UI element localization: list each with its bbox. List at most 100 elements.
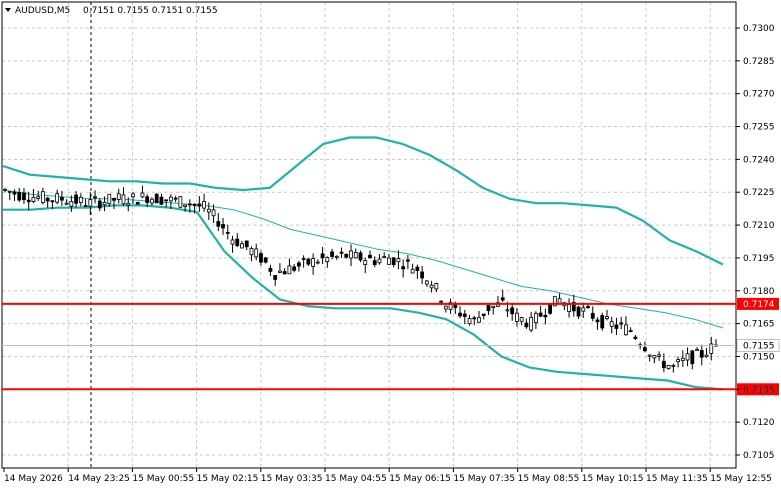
candle (666, 364, 671, 370)
candle (363, 257, 368, 274)
candle (64, 199, 69, 206)
y-tick-label: 0.7165 (743, 320, 775, 330)
candle (259, 250, 263, 266)
horizontal-level-label: 0.7135 (743, 385, 775, 395)
candle (112, 197, 116, 209)
candle (150, 197, 154, 206)
candle (467, 314, 472, 326)
current-price-tag (736, 339, 780, 353)
candle (614, 317, 619, 336)
x-tick-label: 15 May 11:35 (646, 474, 708, 484)
candle (443, 305, 448, 313)
candle (254, 243, 259, 261)
candle (59, 190, 64, 206)
candle (69, 195, 74, 212)
candle (377, 254, 382, 265)
candle (36, 190, 41, 201)
candle (168, 194, 173, 210)
candle (472, 315, 477, 326)
candle (690, 350, 695, 370)
candle (296, 260, 301, 272)
candle (624, 316, 628, 336)
candle (12, 189, 17, 201)
candle (401, 259, 406, 278)
dropdown-triangle-icon[interactable] (5, 8, 11, 12)
ohlc-readout: 0.7151 0.7155 0.7151 0.7155 (83, 6, 218, 16)
candle (391, 257, 396, 268)
horizontal-level-tag (737, 297, 779, 310)
candle (458, 306, 462, 319)
candle (221, 217, 225, 235)
candle (145, 194, 150, 207)
horizontal-levels[interactable]: 0.7155 0.7174 0.7135 (2, 297, 780, 396)
y-tick-label: 0.7240 (743, 155, 775, 165)
candle (657, 351, 662, 361)
candle (306, 258, 311, 267)
candle (135, 201, 140, 205)
y-tick-label: 0.7270 (743, 90, 775, 100)
candle (529, 311, 534, 333)
candle (93, 190, 97, 204)
upper-band-line (2, 136, 724, 266)
candle (3, 188, 7, 193)
candle (334, 255, 339, 260)
candle (311, 253, 316, 275)
candle (315, 259, 320, 265)
candle (486, 304, 491, 316)
x-tick-label: 15 May 10:15 (582, 474, 644, 484)
current-price-label: 0.7155 (743, 342, 775, 352)
y-tick-label: 0.7195 (743, 254, 775, 264)
candle (88, 192, 93, 215)
candle (164, 199, 169, 208)
candle (292, 263, 297, 273)
candle (462, 310, 467, 325)
candle (676, 356, 680, 368)
x-tick-label: 15 May 02:15 (197, 474, 259, 484)
x-tick-label: 15 May 12:55 (710, 474, 772, 484)
candle (320, 246, 325, 265)
candle (661, 353, 666, 373)
candle (609, 316, 614, 334)
candle (83, 199, 88, 208)
candle (524, 318, 529, 329)
y-tick-label: 0.7180 (743, 287, 775, 297)
candle (671, 363, 676, 373)
candle (600, 312, 605, 331)
candle (240, 240, 244, 249)
candle (434, 282, 439, 293)
chart-title: AUDUSD,M5 0.7151 0.7155 0.7151 0.7155 (5, 6, 218, 16)
candle (287, 258, 292, 275)
candle (353, 248, 358, 259)
x-tick-label: 15 May 04:55 (325, 474, 387, 484)
candle (230, 235, 235, 253)
candle (429, 280, 434, 293)
candle (349, 244, 353, 267)
candle (183, 204, 188, 212)
y-tick-label: 0.7300 (743, 24, 775, 34)
y-tick-label: 0.7105 (743, 451, 775, 461)
time-axis[interactable]: 14 May 2026 14 May 23:25 15 May 00:55 15 Ma… (3, 468, 772, 484)
candle (26, 191, 31, 211)
candle (121, 187, 126, 207)
candle (244, 240, 249, 251)
y-tick-label: 0.7285 (743, 57, 775, 67)
candle (590, 306, 595, 322)
candle (206, 202, 211, 220)
price-axis[interactable]: 0.7300 0.7285 0.7270 0.7255 0.7240 0.7225 0.72… (736, 24, 775, 461)
candle (543, 308, 548, 325)
candle (699, 344, 704, 366)
y-tick-label: 0.7210 (743, 221, 775, 231)
candle (159, 193, 164, 206)
candle (301, 255, 306, 268)
candle (197, 196, 202, 213)
plot-frame (1, 1, 737, 469)
candle (140, 185, 145, 199)
candle (22, 187, 26, 204)
candle (477, 311, 481, 323)
candle (695, 347, 699, 351)
y-tick-label: 0.7120 (743, 418, 775, 428)
candle (225, 224, 230, 240)
candle (633, 335, 638, 341)
candle (107, 193, 112, 207)
